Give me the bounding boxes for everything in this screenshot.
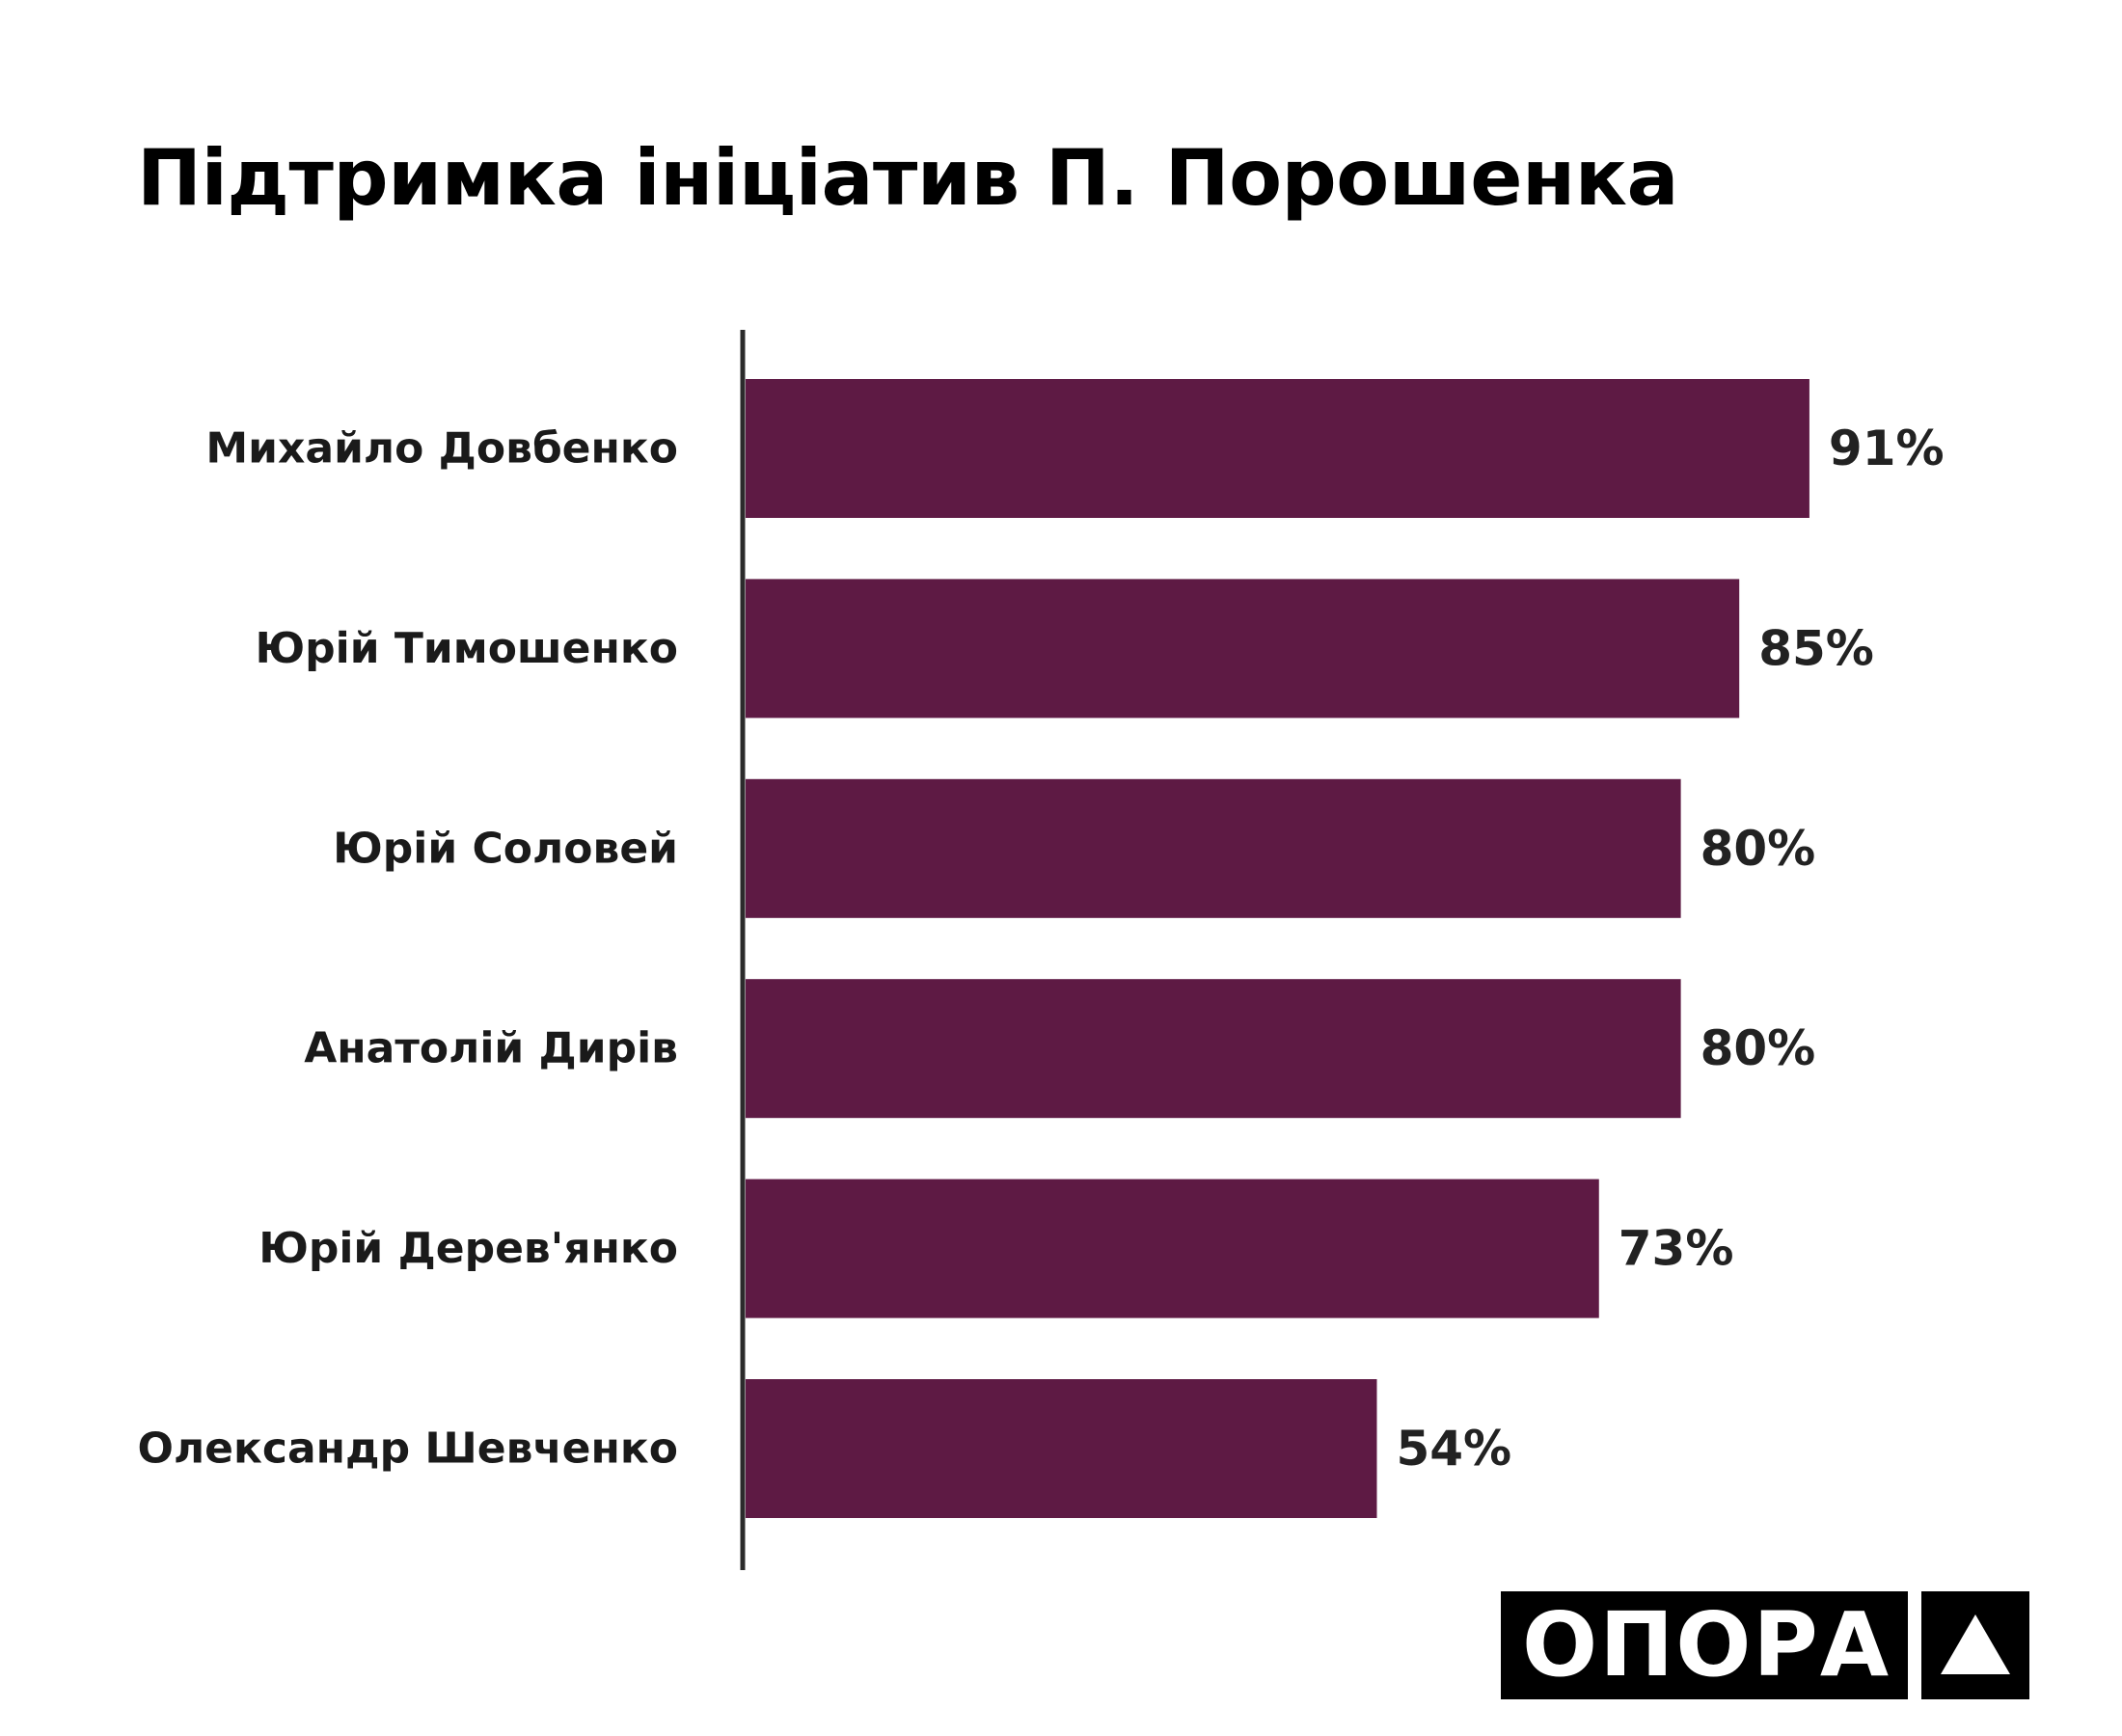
chart-title: Підтримка ініціатив П. Порошенка: [137, 133, 1679, 223]
bar-5: [746, 1179, 1599, 1318]
bar-1: [746, 379, 1809, 518]
value-label-2: 85%: [1758, 620, 1874, 676]
bar-2: [746, 579, 1740, 719]
value-label-6: 54%: [1396, 1421, 1511, 1477]
value-label-5: 73%: [1619, 1221, 1734, 1277]
bar-6: [746, 1379, 1377, 1518]
opora-logo: ОПОРА: [1501, 1591, 2030, 1699]
value-label-4: 80%: [1700, 1020, 1816, 1076]
bar-4: [746, 979, 1681, 1119]
bar-3: [746, 778, 1681, 918]
value-label-1: 91%: [1829, 420, 1945, 476]
value-label-3: 80%: [1700, 821, 1816, 877]
logo-wordmark: ОПОРА: [1501, 1591, 1909, 1699]
triangle-icon: [1921, 1591, 2030, 1699]
category-label-4: Анатолій Дирів: [304, 1024, 678, 1073]
category-label-5: Юрій Дерев'янко: [258, 1224, 678, 1273]
category-label-3: Юрій Соловей: [333, 824, 678, 873]
category-label-2: Юрій Тимошенко: [256, 624, 678, 673]
category-label-1: Михайло Довбенко: [205, 424, 678, 474]
category-label-6: Олександр Шевченко: [138, 1424, 678, 1474]
